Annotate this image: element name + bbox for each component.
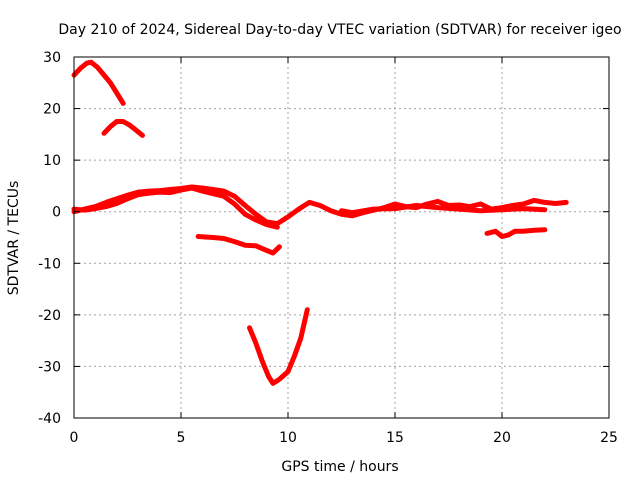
grid	[74, 57, 609, 418]
x-tick-label: 5	[177, 430, 186, 446]
x-axis-label: GPS time / hours	[281, 459, 398, 475]
y-tick-label: 30	[43, 50, 61, 66]
y-tick-label: -30	[38, 359, 61, 375]
x-tick-label: 20	[493, 430, 511, 446]
y-tick-label: 0	[52, 205, 61, 221]
x-tick-label: 10	[279, 430, 297, 446]
plot-frame	[73, 56, 610, 419]
x-tick-label: 25	[600, 430, 618, 446]
y-axis-label: SDTVAR / TECUs	[6, 181, 22, 296]
y-tick-label: 20	[43, 102, 61, 118]
series-arc-dip	[247, 307, 310, 386]
y-tick-label: 10	[43, 153, 61, 169]
series-arc-high-1	[71, 59, 126, 106]
x-tick-label: 15	[386, 430, 404, 446]
chart-title: Day 210 of 2024, Sidereal Day-to-day VTE…	[58, 22, 621, 38]
series-arc-high-2	[101, 119, 145, 138]
series-layer	[71, 59, 569, 386]
series-band-lower-late	[339, 203, 548, 216]
series-band-lower-early	[71, 185, 280, 230]
y-tick-label: -20	[38, 308, 61, 324]
series-arc-late	[484, 227, 548, 239]
ticks: 0 5 10 15 20 25 -40 -30 -20 -10 0 10 20 30	[38, 50, 618, 446]
x-tick-label: 0	[70, 430, 79, 446]
y-tick-label: -10	[38, 256, 61, 272]
y-tick-label: -40	[38, 411, 61, 427]
series-arc-mid	[195, 234, 282, 256]
